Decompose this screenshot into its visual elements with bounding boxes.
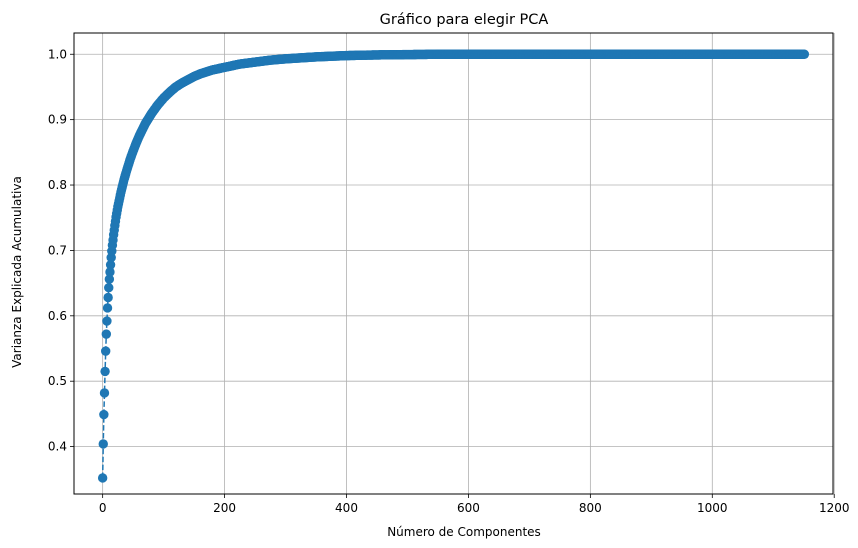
- x-tick-label: 1200: [819, 501, 850, 515]
- x-tick-label: 200: [213, 501, 236, 515]
- y-tick-label: 0.8: [48, 178, 67, 192]
- x-tick-label: 1000: [697, 501, 728, 515]
- data-point: [97, 473, 108, 483]
- x-axis-ticks: 0 200 400 600 800 1000 1200: [99, 494, 850, 515]
- data-point: [101, 346, 111, 356]
- data-point: [799, 49, 810, 59]
- y-tick-label: 0.5: [48, 374, 67, 388]
- data-point: [105, 260, 116, 270]
- y-tick-label: 0.9: [48, 113, 67, 127]
- data-point: [99, 388, 110, 398]
- data-points: [97, 49, 810, 483]
- y-tick-label: 1.0: [48, 47, 67, 61]
- data-point: [102, 316, 112, 326]
- x-tick-label: 800: [579, 501, 602, 515]
- y-tick-label: 0.7: [48, 243, 67, 257]
- data-point: [99, 409, 109, 420]
- y-tick-label: 0.4: [48, 440, 67, 454]
- y-axis-label: Varianza Explicada Acumulativa: [10, 176, 24, 368]
- y-axis-ticks: 0.4 0.5 0.6 0.7 0.8 0.9 1.0: [48, 47, 74, 454]
- data-point: [105, 267, 115, 277]
- data-point: [102, 303, 113, 313]
- chart-title: Gráfico para elegir PCA: [380, 12, 549, 28]
- data-point: [104, 274, 115, 284]
- x-tick-label: 600: [457, 501, 480, 515]
- y-tick-label: 0.6: [48, 309, 67, 323]
- series-line-path: [101, 53, 805, 478]
- x-tick-label: 400: [335, 501, 358, 515]
- x-axis-label: Número de Componentes: [387, 525, 541, 539]
- grid: [74, 33, 835, 494]
- plot-frame: [73, 32, 834, 495]
- data-point: [101, 329, 112, 339]
- data-point: [103, 292, 113, 303]
- data-point: [104, 282, 114, 293]
- data-point: [98, 439, 108, 449]
- series-line: [101, 53, 805, 478]
- x-tick-label: 0: [99, 501, 107, 515]
- data-point: [100, 366, 110, 377]
